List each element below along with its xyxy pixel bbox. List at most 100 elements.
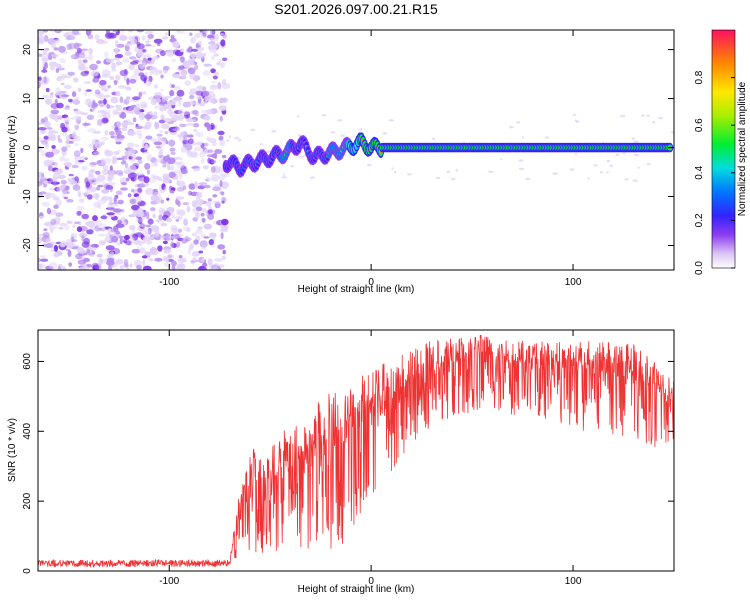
- spectrogram-noise-blob: [78, 116, 82, 121]
- spectrogram-noise-blob: [151, 44, 156, 48]
- spectrogram-noise-blob: [75, 253, 84, 260]
- spectrogram-noise-blob: [214, 34, 219, 41]
- spectrogram-noise-blob: [213, 53, 219, 57]
- spectrogram-noise-blob: [105, 58, 115, 63]
- spectrogram-noise-blob: [77, 58, 82, 64]
- spectrogram-faint-blob: [228, 135, 231, 139]
- spectrogram-noise-blob: [217, 81, 222, 90]
- spectrogram-noise-blob: [212, 265, 219, 270]
- spectrogram-noise-blob: [55, 253, 60, 257]
- spectrogram-faint-blob: [281, 176, 287, 179]
- spectrogram-noise-blob: [196, 85, 206, 91]
- spectrogram-noise-blob: [169, 111, 176, 118]
- spectrogram-noise-blob: [65, 140, 72, 145]
- spectrogram-noise-blob: [202, 244, 206, 250]
- spectrogram-noise-blob: [184, 235, 189, 240]
- spectrogram-noise-blob: [133, 107, 142, 115]
- spectrogram-noise-blob: [39, 191, 47, 195]
- spectrogram-noise-blob: [121, 121, 128, 128]
- spectrogram-faint-blob: [508, 126, 514, 129]
- spectrogram-faint-blob: [446, 170, 451, 173]
- spectrogram-noise-blob: [76, 205, 85, 211]
- spectrogram-noise-blob: [210, 159, 217, 164]
- spectrogram-noise-blob: [88, 48, 93, 55]
- spectrogram-noise-blob: [121, 208, 125, 213]
- spectrogram-noise-blob: [43, 34, 49, 43]
- spectrogram-noise-blob: [154, 229, 160, 237]
- spectrogram-noise-blob: [101, 40, 109, 45]
- spectrogram-noise-blob: [157, 43, 161, 47]
- spectrogram-noise-blob: [106, 254, 112, 258]
- spectrogram-noise-blob: [199, 102, 206, 107]
- spectrogram-faint-blob: [633, 140, 639, 143]
- spectrogram-noise-blob: [207, 41, 216, 45]
- spectrogram-noise-blob: [50, 109, 60, 115]
- spectrogram-noise-blob: [39, 258, 49, 262]
- snr-y-tick-label: 600: [22, 353, 33, 370]
- spectrogram-faint-blob: [330, 131, 336, 134]
- spectrogram-faint-blob: [432, 137, 436, 140]
- spectrogram-noise-blob: [114, 170, 124, 175]
- spectrogram-noise-blob: [66, 162, 72, 168]
- spectrogram-noise-blob: [160, 50, 166, 57]
- spectrogram-noise-blob: [149, 31, 155, 34]
- spectrogram-noise-blob: [182, 111, 189, 116]
- spectrogram-noise-blob: [165, 256, 169, 264]
- spectrogram-noise-blob: [143, 151, 150, 154]
- spectrogram-noise-blob: [116, 43, 125, 48]
- spectrogram-noise-blob: [220, 97, 229, 104]
- spectrogram-noise-blob: [220, 181, 230, 189]
- spectrogram-noise-blob: [64, 224, 70, 231]
- spectrogram-noise-blob: [222, 255, 226, 260]
- spectrogram-noise-blob: [221, 82, 231, 90]
- spectrogram-noise-blob: [207, 149, 214, 153]
- spectrogram-noise-blob: [72, 30, 80, 35]
- colorbar-ticks: 0.0 0.2 0.4 0.6 0.8: [694, 70, 735, 275]
- spectrogram-faint-blob: [282, 173, 285, 176]
- spectrogram-noise-blob: [93, 201, 101, 208]
- spectrogram-noise-blob: [102, 168, 109, 176]
- spectrogram-faint-blob: [290, 165, 295, 168]
- spectrogram-noise-blob: [210, 30, 214, 36]
- spectrogram-noise-blob: [80, 66, 89, 71]
- spectrogram-noise-blob: [194, 180, 198, 188]
- spectrogram-noise-blob: [82, 59, 88, 63]
- spectrogram-noise-blob: [150, 138, 158, 143]
- spectrogram-noise-blob: [45, 87, 50, 93]
- spectrogram-noise-blob: [189, 94, 195, 100]
- spectrogram-noise-blob: [89, 254, 95, 257]
- spectrogram-noise-blob: [145, 44, 152, 47]
- spectrogram-faint-blob: [615, 153, 620, 157]
- spectrogram-noise-blob: [40, 139, 44, 143]
- spectrogram-noise-blob: [127, 106, 137, 115]
- snr-y-tick-label: 200: [22, 492, 33, 509]
- spectrogram-faint-blob: [569, 168, 575, 171]
- spectrogram-faint-blob: [606, 171, 609, 174]
- spectrogram-noise-blob: [153, 111, 158, 116]
- spectrogram-noise-blob: [73, 77, 79, 83]
- spectrogram-noise-blob: [81, 166, 88, 171]
- spectrogram-noise-blob: [44, 243, 54, 249]
- spectrogram-noise-blob: [205, 178, 209, 182]
- spectrogram-noise-blob: [137, 187, 143, 193]
- spectrogram-noise-blob: [88, 53, 93, 61]
- spectrogram-noise-blob: [81, 241, 90, 248]
- spectrogram-noise-blob: [146, 154, 153, 162]
- spectrogram-noise-blob: [202, 30, 209, 34]
- spectrogram-noise-blob: [160, 223, 168, 227]
- spectrogram-noise-blob: [222, 57, 228, 62]
- spectrogram-noise-blob: [48, 113, 55, 119]
- spectrogram-noise-blob: [140, 91, 147, 95]
- spectrogram-noise-blob: [119, 112, 127, 119]
- spectrogram-noise-blob: [153, 38, 163, 44]
- spectrogram-noise-blob: [136, 103, 140, 110]
- spectrogram-noise-blob: [186, 150, 191, 154]
- spectrogram-noise-blob: [64, 116, 71, 123]
- spectrogram-noise-blob: [43, 135, 49, 140]
- spectrogram-noise-blob: [210, 166, 216, 174]
- spectrogram-noise-blob: [178, 108, 184, 116]
- spectrogram-noise-blob: [130, 61, 139, 65]
- spectrogram-faint-blob: [574, 119, 578, 122]
- spectrogram-noise-blob: [38, 53, 45, 58]
- spectrogram-noise-blob: [162, 164, 167, 168]
